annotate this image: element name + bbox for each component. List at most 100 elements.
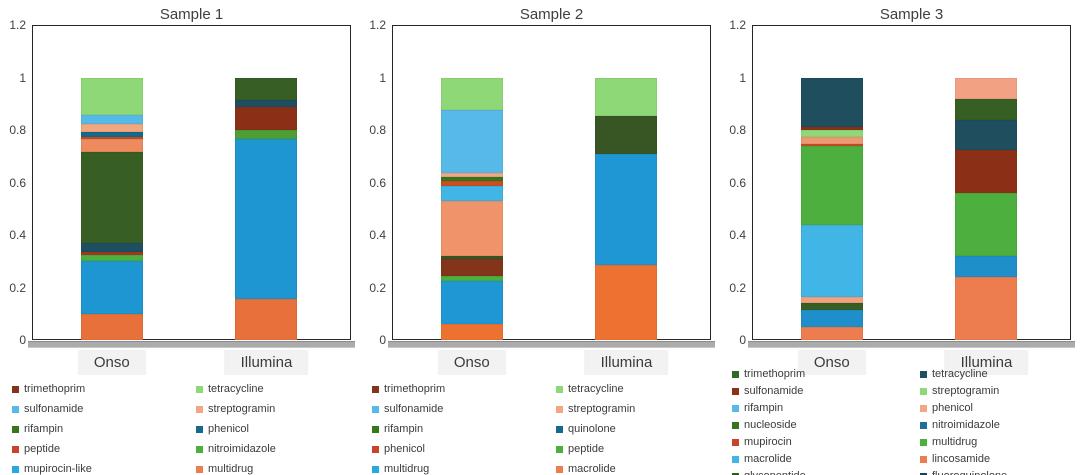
x-axis-label-illumina: Illumina <box>944 350 1029 375</box>
legend-item: macrolide <box>556 464 643 475</box>
legend-label: tetracycline <box>932 368 988 380</box>
legend-swatch <box>196 466 203 473</box>
chart-panel-sample-1: Sample 1 1.2 1 0.8 0.6 0.4 0.2 0 Onso Illumina tri… <box>0 0 360 475</box>
x-axis-baseline <box>388 341 715 348</box>
y-axis-tick-label: 1.2 <box>729 18 746 32</box>
legend-item: peptide <box>12 444 92 455</box>
legend-swatch <box>732 422 739 429</box>
bar-segment-lincosamide <box>595 115 658 154</box>
legend-column2: tetracycline streptogramin quinolone peptid… <box>556 384 643 475</box>
legend-label: trimethoprim <box>384 383 446 395</box>
legend-label: multidrug <box>384 463 430 475</box>
legend-item: sulfonamide <box>732 386 912 397</box>
bar-segment-sulfonamide <box>440 110 503 174</box>
y-axis-tick-label: 0.6 <box>9 175 26 190</box>
x-axis-label-onso: Onso <box>77 350 146 375</box>
y-axis-tick-label: 0.4 <box>369 228 386 242</box>
bar-segment-sulfonamide <box>80 115 143 125</box>
bar-segment-streptogramin <box>80 138 143 152</box>
bar-segment-trimethoprim <box>440 258 503 276</box>
legend-swatch <box>920 439 927 446</box>
chart-title: Sample 1 <box>159 6 224 23</box>
x-axis-baseline <box>748 341 1075 348</box>
legend-label: trimethoprim <box>744 368 806 380</box>
x-axis-baseline <box>28 341 355 348</box>
bar-segment-macrolide <box>80 151 143 244</box>
legend-swatch <box>196 426 203 433</box>
legend-swatch <box>920 388 927 395</box>
bar-illumina <box>955 77 1018 340</box>
legend-item: mupirocin-like <box>12 464 92 475</box>
legend-item: trimethoprim <box>12 384 92 395</box>
legend-item: tetracycline <box>920 369 1015 380</box>
chart-title: Sample 2 <box>519 6 584 23</box>
legend-label: tetracycline <box>208 383 264 395</box>
legend-item: phenicol <box>372 444 445 455</box>
y-axis-tick-label: 0.8 <box>369 123 386 137</box>
legend-swatch <box>372 386 379 393</box>
y-axis-tick-label: 0.2 <box>369 280 386 295</box>
y-axis-tick-label: 0.8 <box>9 123 26 137</box>
bar-segment-macrolide <box>800 224 863 297</box>
bar-segment-rifampin <box>800 136 863 144</box>
bar-illumina <box>235 77 298 340</box>
legend-item: rifampin <box>372 424 445 435</box>
legend-column2: tetracycline streptogramin phenicol nitroim… <box>196 384 276 475</box>
y-axis-tick-label: 1.2 <box>369 18 386 32</box>
bar-segment-macrolide <box>595 265 658 340</box>
bar-segment-streptogramin <box>800 130 863 137</box>
bar-segment-disinfecting-agents-and-antiseptics <box>800 127 863 131</box>
bar-segment-sulfonamide <box>955 149 1018 193</box>
legend-label: streptogramin <box>932 385 1000 397</box>
bar-segment-lincosamide <box>800 326 863 340</box>
y-axis-tick-label: 0.6 <box>729 175 746 190</box>
bar-segment-rifampin <box>80 124 143 133</box>
legend-label: sulfonamide <box>744 385 804 397</box>
legend-label: macrolide <box>568 463 616 475</box>
legend-label: mupirocin-like <box>24 463 92 475</box>
bar-segment-lincosamide <box>955 277 1018 340</box>
legend-swatch <box>196 386 203 393</box>
y-axis-tick-label: 0 <box>19 333 26 347</box>
legend-item: fluoroquinolone <box>920 471 1015 475</box>
legend-swatch <box>372 466 379 473</box>
bar-illumina <box>595 77 658 340</box>
legend-label: peptide <box>568 443 605 455</box>
legend-item: nitroimidazole <box>920 420 1015 431</box>
bar-segment-lincosamide <box>80 243 143 253</box>
legend-item: tetracycline <box>556 384 643 395</box>
legend-label: lincosamide <box>932 453 991 465</box>
y-axis-tick-label: 1.2 <box>9 18 26 32</box>
y-axis-tick-label: 0 <box>739 333 746 347</box>
legend-swatch <box>12 386 19 393</box>
bar-onso <box>440 77 503 340</box>
legend-item: phenicol <box>920 403 1015 414</box>
legend-label: sulfonamide <box>384 403 444 415</box>
x-axis-label-onso: Onso <box>437 350 506 375</box>
legend-item: rifampin <box>12 424 92 435</box>
bar-segment-multidrug <box>800 145 863 225</box>
legend-label: tetracycline <box>568 383 624 395</box>
legend-label: rifampin <box>744 402 784 414</box>
legend-item: multidrug <box>372 464 445 475</box>
bar-segment-mupirocin <box>800 143 863 146</box>
legend-label: nitroimidazole <box>208 443 276 455</box>
legend-label: rifampin <box>384 423 424 435</box>
legend-swatch <box>372 426 379 433</box>
legend-item: streptogramin <box>920 386 1015 397</box>
legend-label: phenicol <box>384 443 425 455</box>
bar-segment-tetracycline <box>80 77 143 116</box>
y-axis-tick-label: 0.4 <box>9 228 26 242</box>
bar-segment-phenicol <box>800 296 863 304</box>
bar-segment-phenicol <box>955 77 1018 99</box>
y-axis-tick-label: 0.6 <box>369 175 386 190</box>
legend-item: sulfonamide <box>12 404 92 415</box>
y-axis-tick-label: 0 <box>379 333 386 347</box>
legend-swatch <box>556 406 563 413</box>
bar-onso <box>80 77 143 340</box>
legend-label: streptogramin <box>568 403 636 415</box>
legend-item: multidrug <box>920 437 1015 448</box>
legend-column1: trimethoprim sulfonamide rifampin peptide mu… <box>12 384 92 475</box>
legend-item: nucleoside <box>732 420 912 431</box>
